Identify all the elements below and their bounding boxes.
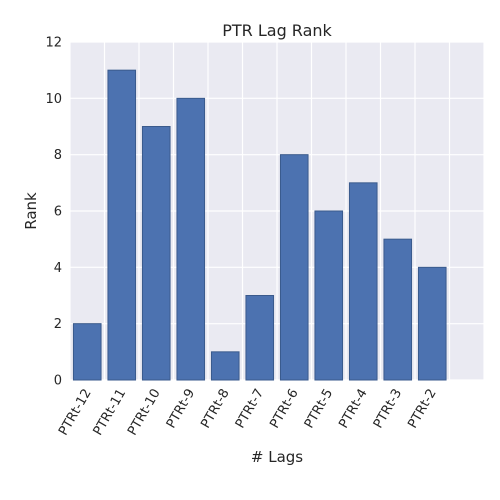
x-tick-label: PTRt-5	[302, 387, 336, 432]
y-tick-label: 2	[54, 317, 62, 332]
bar-layer	[72, 69, 447, 381]
x-tick-label: PTRt-6	[267, 387, 301, 432]
y-tick-label: 12	[45, 36, 62, 51]
y-tick-labels: 0 2 4 6 8 10 12	[45, 36, 62, 389]
y-tick-label: 4	[54, 261, 62, 276]
x-tick-label: PTRt-2	[405, 387, 439, 432]
bar	[107, 69, 137, 381]
x-tick-label: PTRt-3	[371, 387, 405, 432]
bar	[314, 210, 344, 381]
y-tick-label: 6	[54, 205, 62, 220]
x-tick-label: PTRt-7	[233, 387, 267, 432]
x-tick-label: PTRt-12	[56, 387, 95, 439]
bar	[176, 97, 206, 381]
y-tick-label: 10	[45, 92, 62, 107]
y-tick-label: 0	[54, 374, 62, 389]
x-tick-label: PTRt-8	[198, 387, 232, 432]
x-tick-label: PTRt-4	[336, 387, 370, 432]
bar	[245, 295, 275, 381]
bar	[279, 154, 309, 381]
grid-layer	[69, 41, 485, 381]
x-tick-label: PTRt-9	[164, 387, 198, 432]
y-tick-label: 8	[54, 148, 62, 163]
bar	[383, 238, 413, 381]
bar	[141, 126, 171, 381]
x-tick-label: PTRt-10	[125, 387, 164, 439]
bar	[348, 182, 378, 381]
bar	[72, 323, 102, 381]
y-axis-label: Rank	[22, 192, 40, 230]
bar	[417, 266, 447, 381]
chart-title: PTR Lag Rank	[222, 21, 332, 40]
x-tick-label: PTRt-11	[91, 387, 130, 439]
x-axis-label: # Lags	[251, 448, 303, 466]
bar	[210, 351, 240, 381]
